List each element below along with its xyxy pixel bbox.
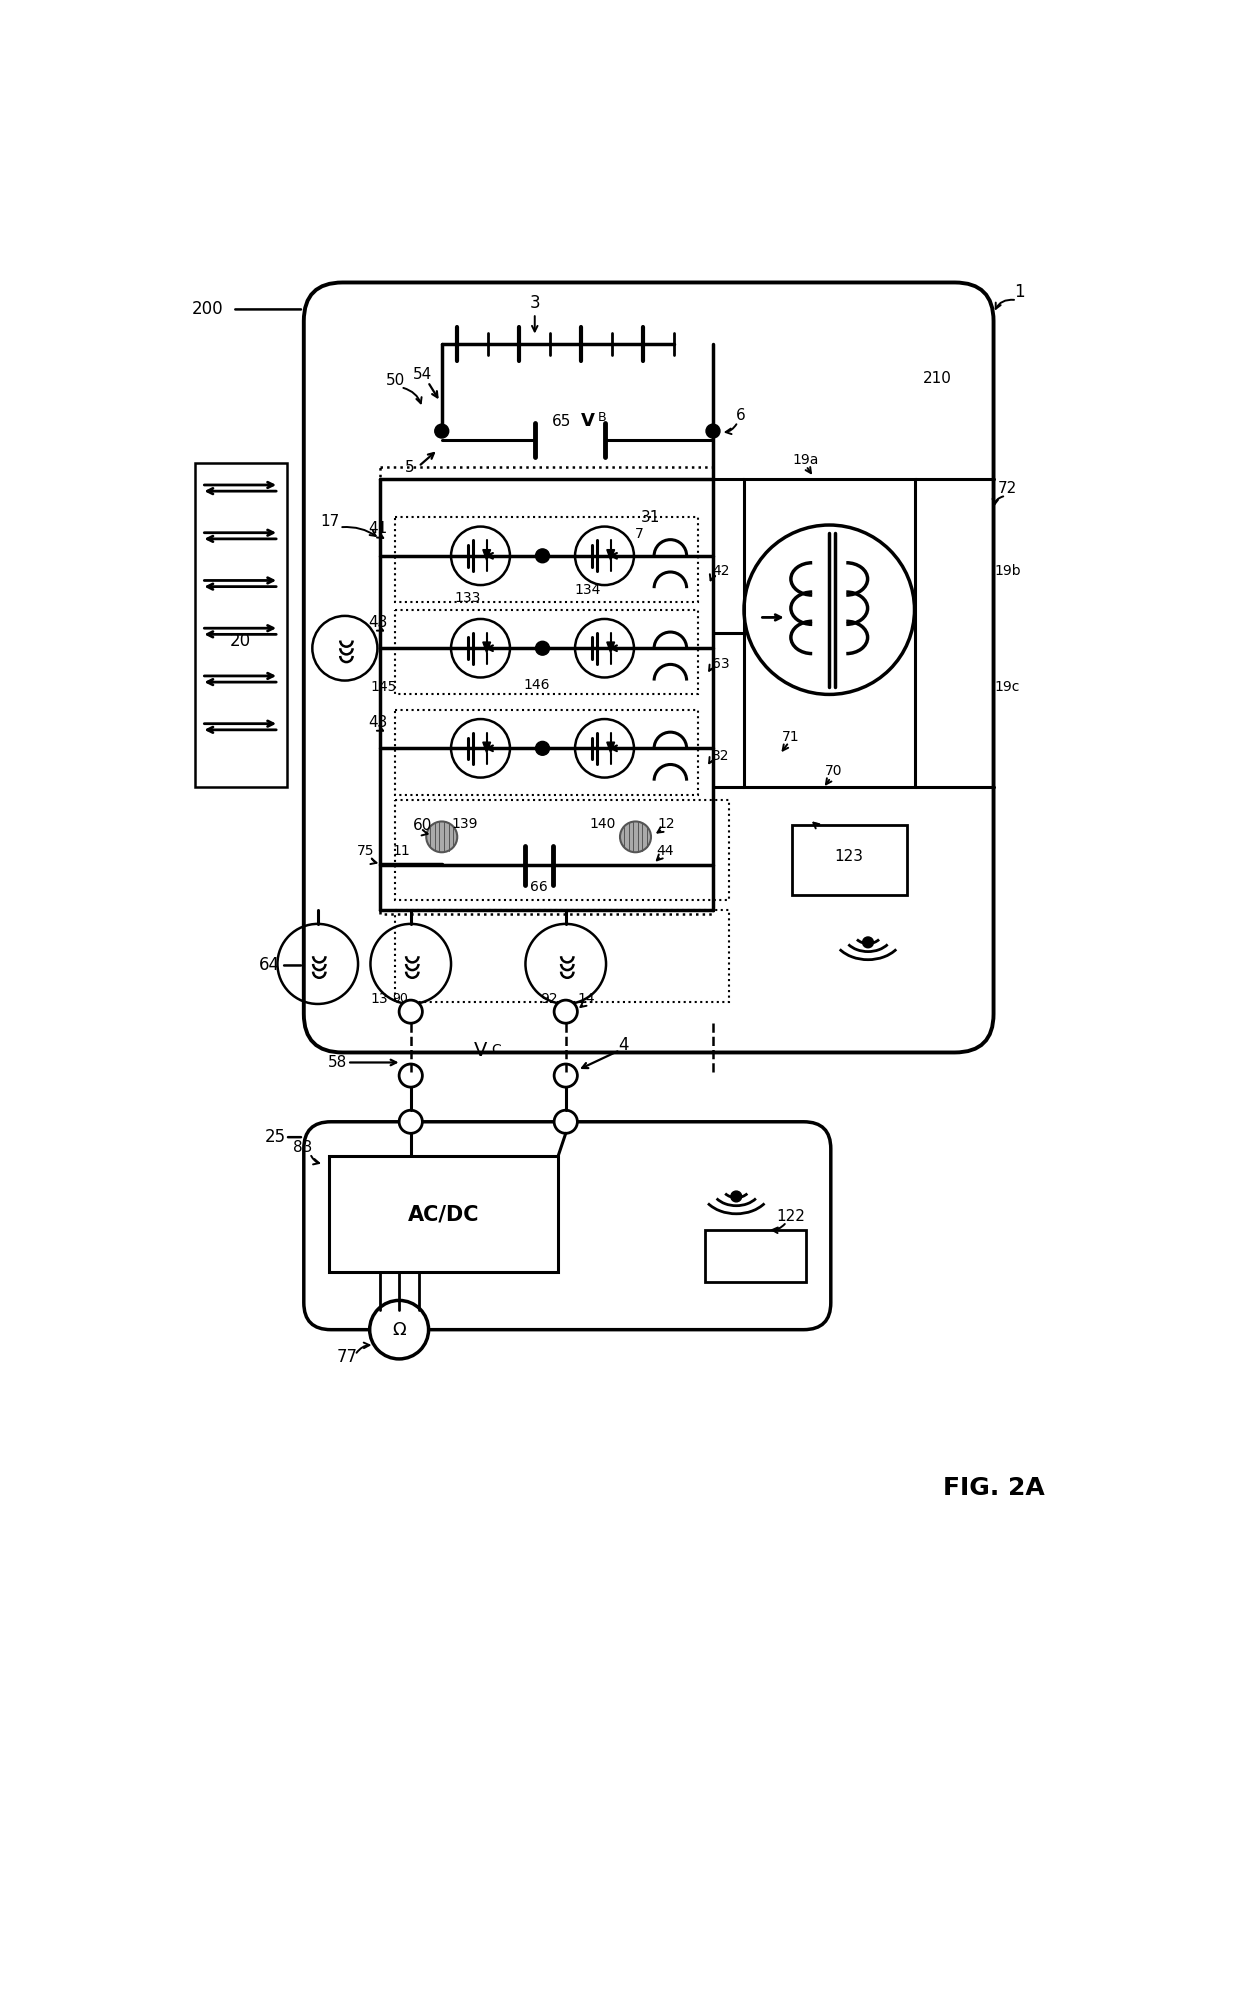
- Circle shape: [370, 1301, 429, 1359]
- Text: 12: 12: [657, 816, 676, 830]
- Text: 48: 48: [368, 614, 388, 630]
- Text: AC/DC: AC/DC: [408, 1205, 479, 1225]
- Bar: [396, 800, 729, 900]
- Text: 50: 50: [386, 372, 405, 388]
- Text: 6: 6: [737, 408, 745, 422]
- Text: C: C: [491, 1043, 501, 1057]
- Polygon shape: [482, 742, 491, 752]
- Circle shape: [863, 936, 873, 948]
- Bar: [396, 518, 697, 602]
- Polygon shape: [482, 550, 491, 560]
- Text: 63: 63: [712, 656, 729, 670]
- Text: 19c: 19c: [994, 680, 1021, 694]
- Circle shape: [399, 1000, 423, 1023]
- Text: 14: 14: [578, 992, 595, 1007]
- Circle shape: [427, 822, 458, 852]
- Bar: [396, 710, 697, 794]
- Text: 42: 42: [712, 564, 729, 578]
- Text: 54: 54: [413, 368, 432, 382]
- Bar: [196, 464, 286, 786]
- Polygon shape: [606, 550, 615, 560]
- Text: V: V: [474, 1041, 487, 1061]
- Bar: [379, 468, 713, 914]
- Text: 72: 72: [998, 480, 1017, 496]
- Text: 32: 32: [712, 748, 729, 762]
- Circle shape: [554, 1000, 578, 1023]
- Text: 65: 65: [552, 414, 572, 428]
- Bar: [792, 824, 906, 894]
- Text: 139: 139: [451, 816, 479, 830]
- Text: 44: 44: [656, 844, 673, 858]
- Text: 13: 13: [371, 992, 388, 1007]
- Text: 5: 5: [404, 460, 414, 474]
- Text: 140: 140: [590, 816, 616, 830]
- Circle shape: [620, 822, 651, 852]
- Text: 60: 60: [413, 818, 432, 832]
- Polygon shape: [482, 642, 491, 652]
- Text: 11: 11: [393, 844, 410, 858]
- Circle shape: [435, 424, 449, 438]
- Text: 7: 7: [635, 526, 644, 540]
- Text: 19b: 19b: [994, 564, 1021, 578]
- Text: 66: 66: [529, 880, 548, 894]
- Text: 92: 92: [539, 992, 558, 1007]
- Text: 146: 146: [523, 678, 549, 692]
- Text: 20: 20: [229, 632, 250, 650]
- Bar: [706, 1229, 806, 1283]
- Text: 90: 90: [392, 992, 408, 1005]
- Text: 43: 43: [368, 714, 388, 730]
- Circle shape: [536, 548, 549, 562]
- Text: V: V: [580, 412, 594, 430]
- Circle shape: [730, 1191, 742, 1203]
- Text: 145: 145: [371, 680, 397, 694]
- Text: 17: 17: [320, 514, 340, 528]
- Text: 71: 71: [781, 730, 800, 744]
- Circle shape: [536, 640, 549, 654]
- Circle shape: [554, 1111, 578, 1133]
- Circle shape: [399, 1065, 423, 1087]
- Text: 3: 3: [529, 294, 541, 312]
- Text: 64: 64: [259, 956, 280, 974]
- Bar: [396, 910, 729, 1003]
- Text: 31: 31: [641, 510, 661, 524]
- Text: Ω: Ω: [392, 1321, 405, 1339]
- Circle shape: [536, 742, 549, 754]
- Circle shape: [706, 424, 720, 438]
- Text: 75: 75: [357, 844, 374, 858]
- Text: 210: 210: [924, 372, 952, 386]
- Text: 200: 200: [192, 300, 223, 318]
- Text: FIG. 2A: FIG. 2A: [942, 1475, 1044, 1499]
- Text: 133: 133: [454, 590, 481, 604]
- Text: 19a: 19a: [792, 452, 820, 466]
- Text: 123: 123: [835, 848, 863, 864]
- Text: 134: 134: [574, 584, 600, 598]
- Polygon shape: [606, 742, 615, 752]
- Bar: [744, 478, 915, 786]
- Text: 70: 70: [825, 764, 842, 778]
- Bar: [330, 1157, 558, 1273]
- Text: 41: 41: [368, 522, 388, 536]
- Text: 58: 58: [327, 1055, 347, 1071]
- Polygon shape: [606, 642, 615, 652]
- Text: B: B: [598, 410, 606, 424]
- Text: 77: 77: [337, 1347, 357, 1365]
- Text: 4: 4: [619, 1037, 629, 1055]
- Text: 122: 122: [776, 1209, 805, 1225]
- Circle shape: [554, 1065, 578, 1087]
- Text: 25: 25: [264, 1129, 285, 1147]
- Text: 1: 1: [1014, 284, 1024, 302]
- Circle shape: [399, 1111, 423, 1133]
- Bar: [396, 610, 697, 694]
- Text: 83: 83: [293, 1141, 312, 1155]
